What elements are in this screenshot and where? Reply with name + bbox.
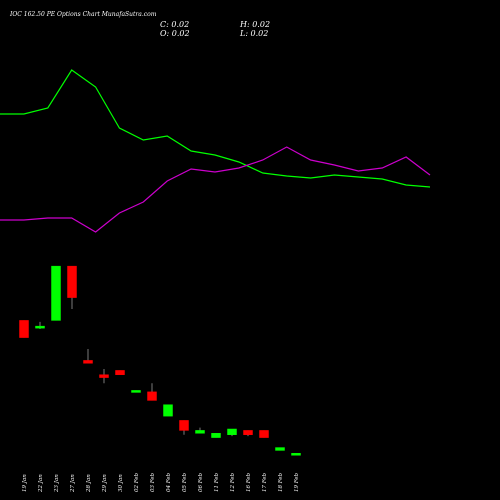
candle-body <box>275 447 285 451</box>
candle-body <box>99 374 109 378</box>
candle-body <box>83 360 93 364</box>
x-tick-label: 11 Feb <box>214 472 220 492</box>
candle <box>51 265 61 321</box>
candle <box>163 404 173 417</box>
low-label: L: 0.02 <box>240 29 269 38</box>
x-tick-label: 23 Jan <box>54 474 60 493</box>
series-line-2 <box>0 146 431 233</box>
candle <box>99 369 109 384</box>
x-tick-label: 17 Feb <box>262 472 268 492</box>
candle <box>211 433 221 438</box>
candle <box>195 427 205 434</box>
candle-body <box>211 433 221 438</box>
candle <box>35 321 45 329</box>
close-label: C: 0.02 <box>160 20 190 29</box>
candle-body <box>259 430 269 438</box>
candle-body <box>147 391 157 401</box>
candle <box>19 320 29 338</box>
x-tick-label: 06 Feb <box>198 472 204 492</box>
candle <box>131 390 141 393</box>
x-tick-label: 16 Feb <box>246 472 252 492</box>
candle-body <box>131 390 141 393</box>
candle <box>243 430 253 437</box>
x-tick-label: 29 Jan <box>102 474 108 493</box>
candle-body <box>19 320 29 338</box>
candle <box>115 370 125 375</box>
x-tick-label: 12 Feb <box>230 472 236 492</box>
candle <box>275 447 285 451</box>
candle-body <box>243 430 253 435</box>
candle <box>259 430 269 438</box>
candle-body <box>35 325 45 329</box>
x-tick-label: 19 Jan <box>22 474 28 492</box>
candle-body <box>195 430 205 434</box>
candle-body <box>227 428 237 435</box>
candle <box>291 453 301 456</box>
candle <box>147 383 157 401</box>
x-tick-label: 30 Jan <box>118 474 124 492</box>
x-tick-label: 03 Feb <box>150 472 156 492</box>
x-tick-label: 27 Jan <box>70 474 76 493</box>
open-label: O: 0.02 <box>160 29 190 38</box>
x-tick-label: 28 Jan <box>86 474 92 493</box>
candle <box>83 349 93 364</box>
chart-title: IOC 162.50 PE Options Chart MunafaSutra.… <box>10 11 157 18</box>
candle-body <box>163 404 173 417</box>
high-label: H: 0.02 <box>240 20 271 29</box>
x-tick-label: 19 Feb <box>294 472 300 492</box>
candle-body <box>179 420 189 431</box>
x-tick-label: 18 Feb <box>278 472 284 492</box>
candle <box>179 420 189 435</box>
series-line-1 <box>0 69 431 188</box>
candle <box>227 428 237 437</box>
candle-body <box>291 453 301 456</box>
x-tick-label: 02 Feb <box>134 472 140 492</box>
x-tick-label: 05 Feb <box>182 472 188 492</box>
x-tick-label: 04 Feb <box>166 472 172 492</box>
candle-body <box>67 265 77 298</box>
candle-body <box>115 370 125 375</box>
candle <box>67 265 77 309</box>
x-tick-label: 22 Jan <box>38 474 44 493</box>
candle-body <box>51 265 61 321</box>
